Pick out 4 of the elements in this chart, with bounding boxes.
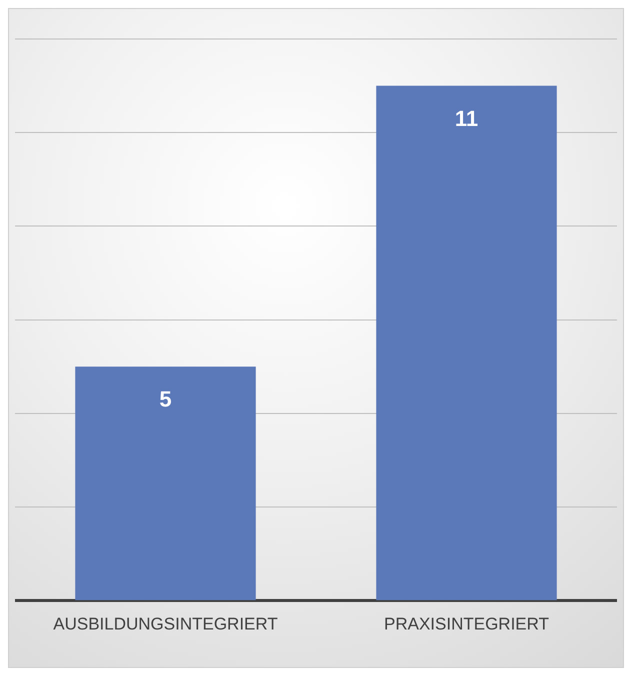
data-label: 11 [454, 106, 478, 131]
x-tick-label: PRAXISINTEGRIERT [384, 614, 549, 634]
x-tick-label: AUSBILDUNGSINTEGRIERT [53, 614, 278, 634]
data-label: 5 [159, 386, 172, 412]
